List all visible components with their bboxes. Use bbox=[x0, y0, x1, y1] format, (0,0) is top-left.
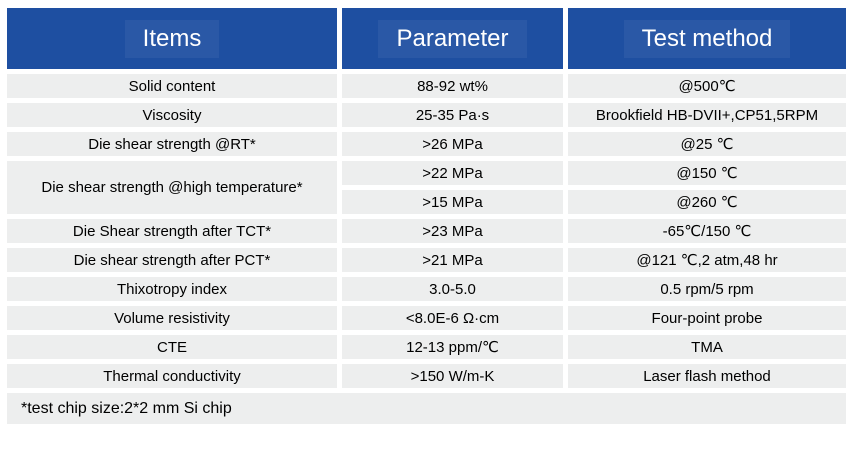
table-row: Solid content 88-92 wt% @500℃ bbox=[7, 74, 846, 98]
item-cell: CTE bbox=[7, 335, 337, 359]
table-row: Thixotropy index 3.0-5.0 0.5 rpm/5 rpm bbox=[7, 277, 846, 301]
parameter-cell: >15 MPa bbox=[342, 190, 563, 214]
table-row: CTE 12-13 ppm/℃ TMA bbox=[7, 335, 846, 359]
table-row: Die shear strength after PCT* >21 MPa @1… bbox=[7, 248, 846, 272]
method-cell: TMA bbox=[568, 335, 846, 359]
item-cell: Die shear strength @RT* bbox=[7, 132, 337, 156]
method-cell: @260 ℃ bbox=[568, 190, 846, 214]
parameter-cell: >22 MPa bbox=[342, 161, 563, 185]
method-cell: Laser flash method bbox=[568, 364, 846, 388]
method-cell: 0.5 rpm/5 rpm bbox=[568, 277, 846, 301]
merged-item-cell: Die shear strength @high temperature* bbox=[7, 161, 337, 214]
parameter-cell: 3.0-5.0 bbox=[342, 277, 563, 301]
parameter-cell: 12-13 ppm/℃ bbox=[342, 335, 563, 359]
table-row: Thermal conductivity >150 W/m-K Laser fl… bbox=[7, 364, 846, 388]
parameter-cell: 25-35 Pa·s bbox=[342, 103, 563, 127]
item-cell: Viscosity bbox=[7, 103, 337, 127]
parameter-cell: <8.0E-6 Ω·cm bbox=[342, 306, 563, 330]
item-cell: Volume resistivity bbox=[7, 306, 337, 330]
footnote: *test chip size:2*2 mm Si chip bbox=[7, 393, 846, 424]
column-header-items-label: Items bbox=[124, 19, 220, 58]
method-cell: @500℃ bbox=[568, 74, 846, 98]
parameter-cell: >23 MPa bbox=[342, 219, 563, 243]
method-cell: @121 ℃,2 atm,48 hr bbox=[568, 248, 846, 272]
item-cell: Die shear strength after PCT* bbox=[7, 248, 337, 272]
parameter-cell: >26 MPa bbox=[342, 132, 563, 156]
parameter-cell: >21 MPa bbox=[342, 248, 563, 272]
table-row: Die shear strength @RT* >26 MPa @25 ℃ bbox=[7, 132, 846, 156]
table-row: >15 MPa @260 ℃ bbox=[7, 190, 846, 214]
column-header-parameter: Parameter bbox=[342, 8, 563, 69]
item-cell: Solid content bbox=[7, 74, 337, 98]
table-row: Die shear strength @high temperature* >2… bbox=[7, 161, 846, 214]
parameter-cell: 88-92 wt% bbox=[342, 74, 563, 98]
header-row: Items Parameter Test method bbox=[7, 8, 846, 69]
spec-table: Items Parameter Test method Solid conten… bbox=[2, 3, 851, 429]
method-cell: @25 ℃ bbox=[568, 132, 846, 156]
column-header-parameter-label: Parameter bbox=[378, 19, 527, 58]
column-header-items: Items bbox=[7, 8, 337, 69]
method-cell: @150 ℃ bbox=[568, 161, 846, 185]
method-cell: -65℃/150 ℃ bbox=[568, 219, 846, 243]
column-header-test-method-label: Test method bbox=[623, 19, 791, 58]
method-cell: Brookfield HB-DVII+,CP51,5RPM bbox=[568, 103, 846, 127]
item-cell: Die Shear strength after TCT* bbox=[7, 219, 337, 243]
item-cell: Thixotropy index bbox=[7, 277, 337, 301]
parameter-cell: >150 W/m-K bbox=[342, 364, 563, 388]
method-cell: Four-point probe bbox=[568, 306, 846, 330]
column-header-test-method: Test method bbox=[568, 8, 846, 69]
item-cell: Thermal conductivity bbox=[7, 364, 337, 388]
footnote-row: *test chip size:2*2 mm Si chip bbox=[7, 393, 846, 424]
table-row: Volume resistivity <8.0E-6 Ω·cm Four-poi… bbox=[7, 306, 846, 330]
table-row: Viscosity 25-35 Pa·s Brookfield HB-DVII+… bbox=[7, 103, 846, 127]
table-row: Die Shear strength after TCT* >23 MPa -6… bbox=[7, 219, 846, 243]
